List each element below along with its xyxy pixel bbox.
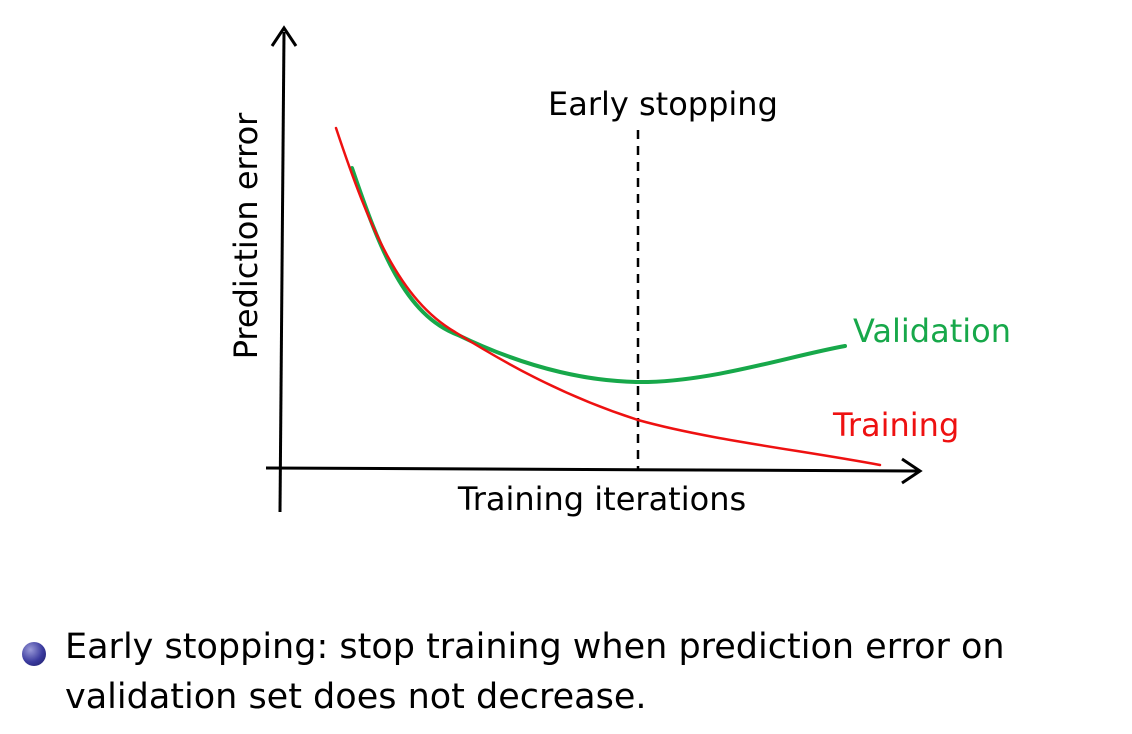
validation-curve (350, 166, 847, 385)
validation-legend-label: Validation (853, 312, 1011, 350)
training-legend-label: Training (832, 406, 959, 444)
early-stopping-label: Early stopping (548, 85, 778, 123)
y-axis-arrow-icon (270, 25, 298, 47)
training-curve (334, 126, 882, 467)
diagram-canvas: Early stopping Validation Training Train… (227, 25, 1011, 518)
x-axis-label: Training iterations (457, 480, 746, 518)
bullet-point: Early stopping: stop training when predi… (22, 622, 1122, 722)
bullet-text: Early stopping: stop training when predi… (65, 627, 1005, 717)
bullet-icon (22, 642, 46, 666)
x-axis-arrow-icon (901, 457, 923, 485)
y-axis (278, 31, 286, 513)
early-stopping-diagram: Early stopping Validation Training Train… (227, 25, 1011, 518)
x-axis (265, 466, 919, 473)
y-axis-label: Prediction error (227, 112, 265, 359)
